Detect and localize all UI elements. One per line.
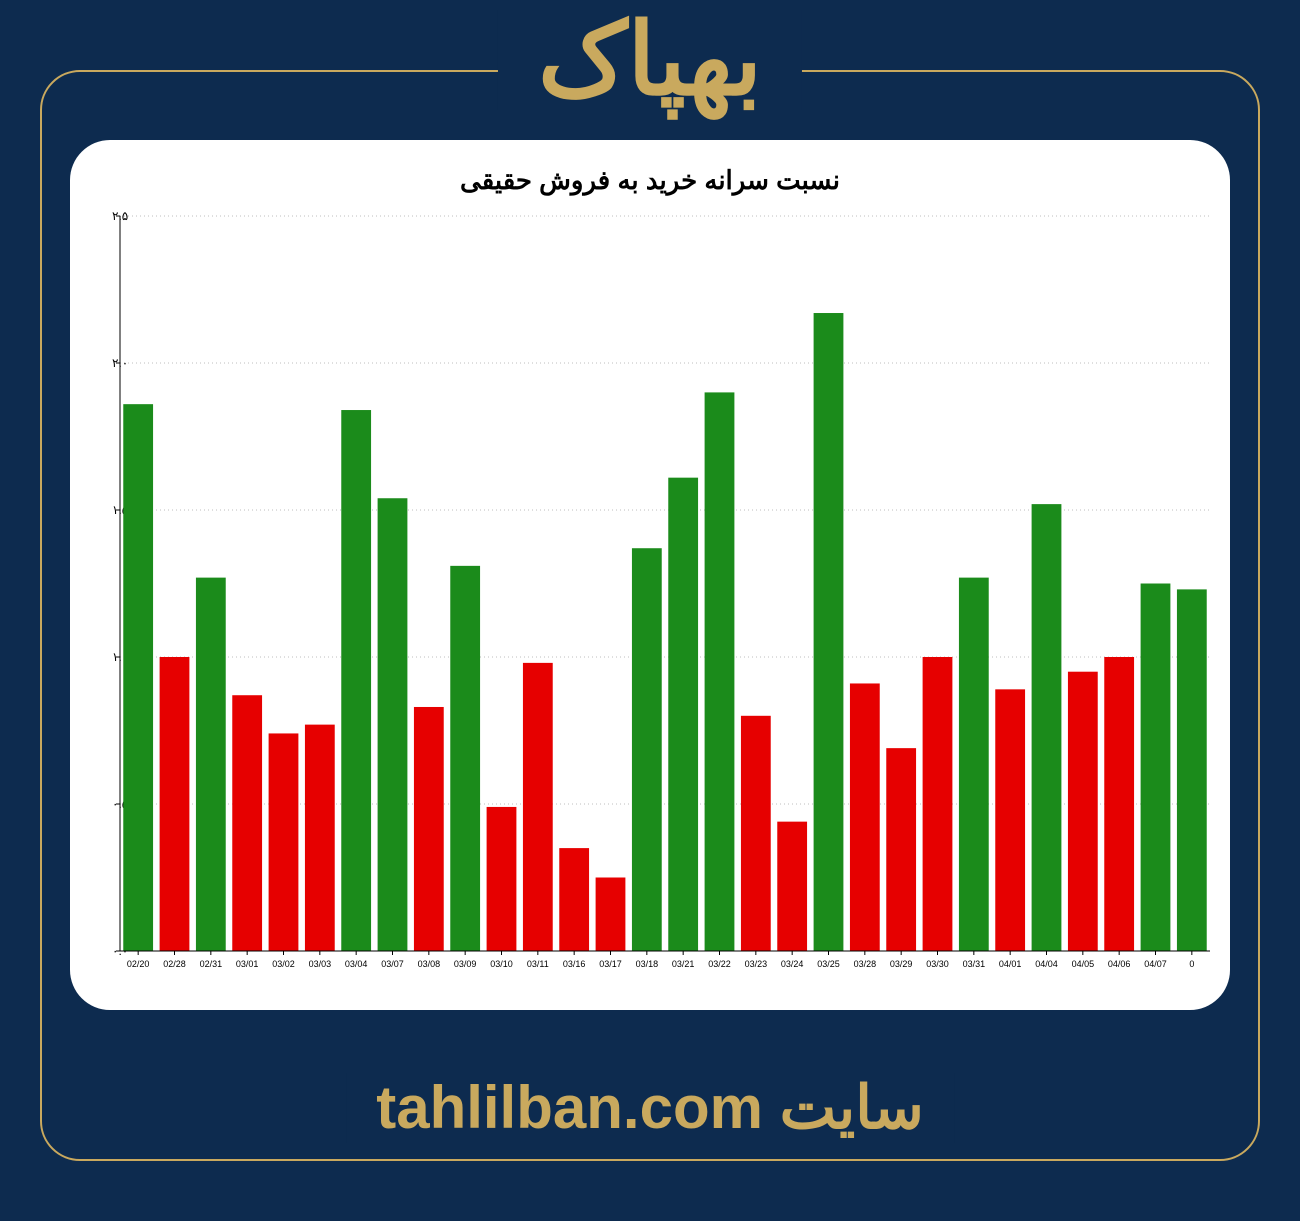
bar [305,725,335,951]
bar [232,695,262,951]
svg-text:03/16: 03/16 [563,959,586,969]
bar [886,748,916,951]
svg-text:03/29: 03/29 [890,959,913,969]
bar [1032,504,1062,951]
svg-text:04/05: 04/05 [1072,959,1095,969]
page-title: بهپاک [498,10,802,110]
bar [668,478,698,951]
page-title-text: بهپاک [538,4,762,116]
bar [1068,672,1098,951]
bar [923,657,953,951]
bar [814,313,844,951]
svg-text:03/25: 03/25 [817,959,840,969]
bar [632,548,662,951]
svg-text:0: 0 [1189,959,1194,969]
svg-text:02/31: 02/31 [200,959,223,969]
svg-text:03/01: 03/01 [236,959,259,969]
bar [160,657,190,951]
svg-text:03/02: 03/02 [272,959,295,969]
bar [705,392,735,951]
bar [487,807,517,951]
footer-credit: سایت tahlilban.com [346,1073,954,1143]
footer-main-text: سایت tahlilban.com [376,1074,924,1141]
svg-text:03/30: 03/30 [926,959,949,969]
svg-text:04/04: 04/04 [1035,959,1058,969]
svg-text:02/20: 02/20 [127,959,150,969]
bar [741,716,771,951]
svg-text:03/31: 03/31 [963,959,986,969]
svg-text:04/01: 04/01 [999,959,1022,969]
bar [123,404,153,951]
svg-text:03/07: 03/07 [381,959,404,969]
svg-text:03/04: 03/04 [345,959,368,969]
svg-text:03/17: 03/17 [599,959,622,969]
bar [341,410,371,951]
svg-text:03/09: 03/09 [454,959,477,969]
svg-text:03/22: 03/22 [708,959,731,969]
bar [1141,584,1171,952]
svg-text:03/18: 03/18 [636,959,659,969]
ratio-bar-chart: ۰.۰۰.۵۱.۰۱.۵۲.۰۲.۵02/2002/2802/3103/0103… [70,196,1230,986]
svg-text:03/24: 03/24 [781,959,804,969]
bar [196,578,226,951]
svg-text:03/23: 03/23 [745,959,768,969]
bar [995,689,1025,951]
bar [450,566,480,951]
svg-text:04/06: 04/06 [1108,959,1131,969]
svg-text:03/28: 03/28 [854,959,877,969]
bar [1104,657,1134,951]
bar [269,733,299,951]
svg-text:03/03: 03/03 [309,959,332,969]
svg-text:03/21: 03/21 [672,959,695,969]
bar [523,663,553,951]
bar [414,707,444,951]
svg-text:03/11: 03/11 [527,959,549,969]
svg-text:03/08: 03/08 [418,959,441,969]
svg-text:02/28: 02/28 [163,959,186,969]
chart-panel: نسبت سرانه خرید به فروش حقیقی ۰.۰۰.۵۱.۰۱… [70,140,1230,1010]
bar [959,578,989,951]
bar [777,822,807,951]
bar [559,848,589,951]
svg-text:03/10: 03/10 [490,959,513,969]
chart-title: نسبت سرانه خرید به فروش حقیقی [70,140,1230,196]
bar [850,683,880,951]
bar [596,878,626,952]
svg-text:04/07: 04/07 [1144,959,1167,969]
bar [1177,589,1207,951]
bar [378,498,408,951]
